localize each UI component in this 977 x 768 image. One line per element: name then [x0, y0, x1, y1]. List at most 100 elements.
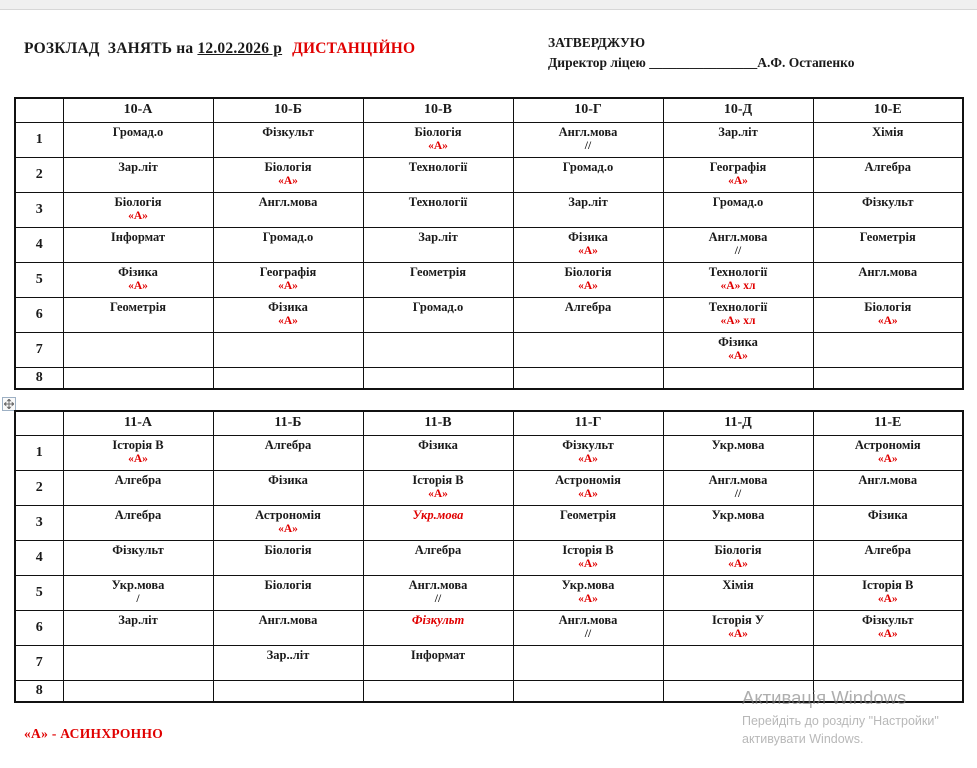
timetable-cell[interactable]: Біологія — [212, 574, 364, 611]
timetable-cell[interactable]: Громад.о — [62, 121, 214, 158]
timetable-cell[interactable] — [812, 366, 964, 390]
timetable-cell[interactable]: Астрономія «А» — [812, 434, 964, 471]
timetable-cell[interactable] — [812, 679, 964, 703]
timetable-cell[interactable] — [512, 679, 664, 703]
timetable-cell[interactable]: Англ.мова — [812, 469, 964, 506]
timetable-cell[interactable]: Алгебра — [212, 434, 364, 471]
timetable-cell[interactable]: Фізика — [812, 504, 964, 541]
timetable-cell[interactable]: Фізкульт — [812, 191, 964, 228]
timetable-cell[interactable]: Біологія — [212, 539, 364, 576]
timetable-cell[interactable]: Зар.літ — [662, 121, 814, 158]
timetable-cell[interactable] — [212, 331, 364, 368]
timetable-cell[interactable] — [662, 366, 814, 390]
timetable-cell[interactable]: Англ.мова// — [662, 226, 814, 263]
timetable-cell[interactable]: Інформат — [62, 226, 214, 263]
timetable-cell[interactable] — [512, 331, 664, 368]
timetable-cell[interactable]: Фізика — [362, 434, 514, 471]
timetable-cell[interactable]: Історія В «А» — [362, 469, 514, 506]
timetable-cell[interactable]: Англ.мова — [212, 191, 364, 228]
timetable-cell[interactable]: Укр.мова — [662, 434, 814, 471]
timetable-cell[interactable]: Фізкульт — [212, 121, 364, 158]
timetable-cell[interactable]: Зар.літ — [62, 609, 214, 646]
timetable-cell[interactable]: Історія У «А» — [662, 609, 814, 646]
timetable-cell[interactable]: Англ.мова// — [662, 469, 814, 506]
timetable-cell[interactable]: Геометрія — [362, 261, 514, 298]
timetable-cell[interactable]: Біологія «А» — [812, 296, 964, 333]
timetable-cell[interactable] — [362, 679, 514, 703]
timetable-cell[interactable]: Технології «А» хл — [662, 296, 814, 333]
timetable-cell[interactable]: Технології «А» хл — [662, 261, 814, 298]
timetable-cell[interactable]: Фізика «А» — [212, 296, 364, 333]
timetable-cell[interactable]: Біологія «А» — [662, 539, 814, 576]
timetable-cell[interactable]: Англ.мова — [812, 261, 964, 298]
timetable-cell[interactable]: Англ.мова — [212, 609, 364, 646]
timetable-cell[interactable]: Геометрія — [812, 226, 964, 263]
timetable-cell[interactable]: Фізкульт «А» — [812, 609, 964, 646]
timetable-cell[interactable]: Англ.мова// — [362, 574, 514, 611]
timetable-cell[interactable] — [662, 644, 814, 681]
timetable-cell[interactable] — [212, 679, 364, 703]
timetable-cell[interactable]: Фізика «А» — [662, 331, 814, 368]
timetable-cell[interactable]: Зар..літ — [212, 644, 364, 681]
timetable-cell[interactable]: Фізика — [212, 469, 364, 506]
timetable-cell[interactable] — [512, 366, 664, 390]
timetable-cell[interactable]: Біологія «А» — [212, 156, 364, 193]
timetable-cell[interactable] — [812, 331, 964, 368]
timetable-cell[interactable]: Інформат — [362, 644, 514, 681]
timetable-cell[interactable]: Географія «А» — [662, 156, 814, 193]
timetable-cell[interactable]: Громад.о — [362, 296, 514, 333]
timetable-cell[interactable]: Укр.мова — [362, 504, 514, 541]
timetable-cell[interactable]: Геометрія — [62, 296, 214, 333]
timetable-cell[interactable]: Фізкульт — [362, 609, 514, 646]
timetable-cell[interactable]: Алгебра — [812, 539, 964, 576]
timetable-cell[interactable]: Хімія — [812, 121, 964, 158]
table-move-handle-icon[interactable] — [2, 397, 16, 411]
timetable-cell[interactable]: Алгебра — [812, 156, 964, 193]
timetable-cell[interactable]: Алгебра — [62, 504, 214, 541]
timetable-cell[interactable] — [362, 331, 514, 368]
timetable-cell[interactable] — [662, 679, 814, 703]
timetable-cell[interactable]: Географія «А» — [212, 261, 364, 298]
timetable-cell[interactable]: Технології — [362, 191, 514, 228]
timetable-cell[interactable]: Технології — [362, 156, 514, 193]
timetable-cell[interactable]: Зар.літ — [362, 226, 514, 263]
timetable-cell[interactable]: Алгебра — [62, 469, 214, 506]
timetable-cell[interactable]: Геометрія — [512, 504, 664, 541]
timetable-cell[interactable]: Історія В «А» — [512, 539, 664, 576]
timetable-cell[interactable]: Громад.о — [662, 191, 814, 228]
timetable-cell[interactable] — [62, 366, 214, 390]
timetable-cell[interactable] — [62, 644, 214, 681]
timetable-cell[interactable]: Фізкульт — [62, 539, 214, 576]
timetable-cell[interactable]: Алгебра — [362, 539, 514, 576]
timetable-cell[interactable]: Алгебра — [512, 296, 664, 333]
timetable-cell[interactable] — [62, 679, 214, 703]
subject-label: Зар.літ — [418, 229, 458, 244]
timetable-cell[interactable]: Історія В «А» — [62, 434, 214, 471]
timetable-cell[interactable]: Астрономія «А» — [512, 469, 664, 506]
timetable-cell[interactable]: Біологія «А» — [62, 191, 214, 228]
timetable-cell[interactable] — [212, 366, 364, 390]
timetable-cell[interactable] — [812, 644, 964, 681]
timetable-cell[interactable]: Громад.о — [512, 156, 664, 193]
timetable-cell[interactable] — [62, 331, 214, 368]
timetable-cell[interactable]: Біологія «А» — [362, 121, 514, 158]
timetable-cell[interactable]: Укр.мова «А» — [512, 574, 664, 611]
timetable-cell[interactable]: Хімія — [662, 574, 814, 611]
timetable-cell[interactable]: Біологія «А» — [512, 261, 664, 298]
timetable-cell[interactable]: Укр.мова / — [62, 574, 214, 611]
timetable-cell[interactable]: Астрономія «А» — [212, 504, 364, 541]
timetable-cell[interactable]: Фізкульт «А» — [512, 434, 664, 471]
timetable-cell[interactable]: Фізика «А» — [512, 226, 664, 263]
timetable-cell[interactable]: Англ.мова// — [512, 609, 664, 646]
timetable-cell[interactable]: Фізика «А» — [62, 261, 214, 298]
timetable-cell[interactable] — [512, 644, 664, 681]
timetable-cell[interactable]: Зар.літ — [62, 156, 214, 193]
timetable-cell[interactable] — [362, 366, 514, 390]
timetable-cell[interactable]: Укр.мова — [662, 504, 814, 541]
timetable-row: 1 Історія В «А» Алгебра Фізика Фізкульт «А» Укр… — [14, 434, 964, 471]
timetable-cell[interactable]: Громад.о — [212, 226, 364, 263]
timetable-cell[interactable]: Зар.літ — [512, 191, 664, 228]
timetable-cell[interactable]: Англ.мова// — [512, 121, 664, 158]
timetable-cell[interactable]: Історія В «А» — [812, 574, 964, 611]
subject-label: Фізкульт — [562, 437, 614, 452]
